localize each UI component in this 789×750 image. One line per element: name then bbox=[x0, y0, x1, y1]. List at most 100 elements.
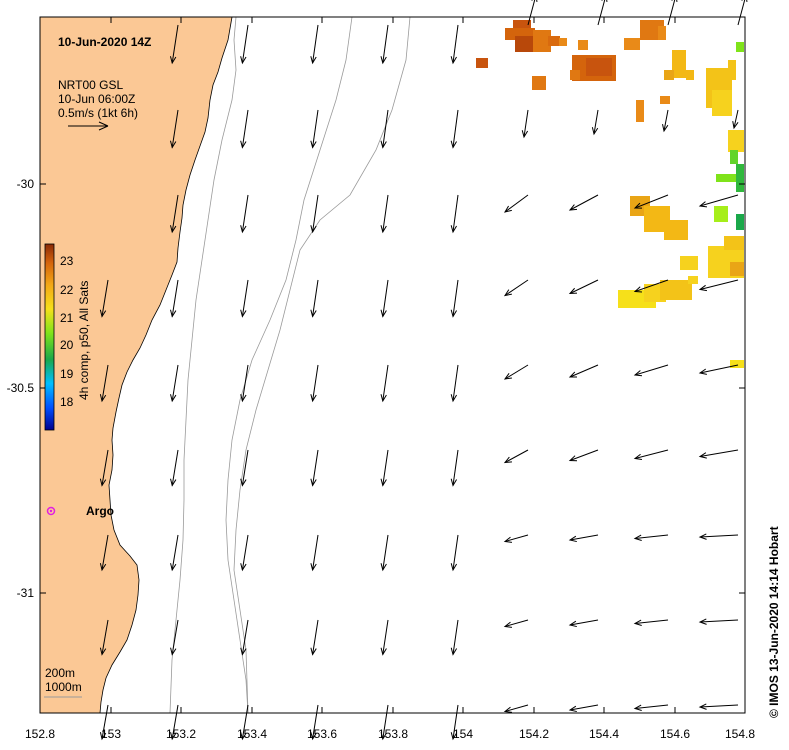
current-arrow-head bbox=[503, 621, 513, 628]
sst-patch-east bbox=[618, 196, 744, 368]
current-arrow bbox=[452, 24, 459, 64]
current-arrow-head bbox=[240, 563, 247, 572]
current-arrow bbox=[101, 279, 109, 317]
current-arrow-head bbox=[568, 535, 577, 543]
current-arrow-head bbox=[99, 478, 107, 487]
x-tick-label: 154.6 bbox=[660, 727, 690, 741]
current-arrow bbox=[382, 534, 389, 571]
current-arrow bbox=[241, 364, 249, 402]
current-arrow bbox=[634, 619, 669, 624]
current-arrow bbox=[569, 534, 599, 541]
current-arrow-head bbox=[380, 309, 387, 318]
legend-time: 10-Jun 06:00Z bbox=[58, 92, 135, 106]
current-arrow bbox=[699, 704, 739, 708]
current-arrow bbox=[504, 449, 529, 463]
current-arrow bbox=[452, 279, 459, 317]
current-arrow-head bbox=[170, 225, 177, 234]
current-arrow bbox=[382, 619, 389, 655]
current-arrow-head bbox=[169, 56, 177, 65]
current-arrow-head bbox=[310, 309, 317, 318]
current-arrow-head bbox=[99, 647, 107, 656]
current-arrow-head bbox=[503, 205, 512, 213]
current-arrow bbox=[101, 704, 109, 740]
current-arrow bbox=[452, 704, 459, 740]
current-vectors bbox=[99, 0, 748, 741]
current-arrow bbox=[382, 24, 389, 64]
current-arrow bbox=[312, 279, 319, 317]
current-arrow bbox=[171, 449, 179, 486]
current-arrow-head bbox=[450, 56, 457, 65]
current-arrow-head bbox=[240, 647, 247, 656]
current-arrow-head bbox=[450, 478, 458, 487]
current-arrow-head bbox=[380, 647, 387, 656]
current-arrow bbox=[101, 449, 109, 486]
current-arrow bbox=[101, 619, 109, 655]
current-arrow-head bbox=[503, 289, 512, 297]
x-tick-label: 153.2 bbox=[166, 727, 196, 741]
legend-source: NRT00 GSL bbox=[58, 78, 123, 92]
current-arrow bbox=[504, 619, 529, 627]
current-arrow-head bbox=[450, 394, 458, 403]
y-axis-labels: -30 -30.5 -31 bbox=[7, 177, 35, 600]
current-arrow bbox=[241, 704, 249, 740]
current-arrow bbox=[699, 364, 739, 374]
current-arrow bbox=[241, 24, 249, 64]
current-arrow-head bbox=[99, 732, 107, 741]
current-arrow-head bbox=[568, 371, 578, 378]
current-arrow-head bbox=[521, 130, 529, 139]
current-arrow bbox=[241, 279, 249, 317]
isobath-label-200m: 200m bbox=[45, 666, 75, 680]
current-arrow-head bbox=[503, 536, 513, 543]
current-arrow-head bbox=[240, 56, 247, 65]
y-tick-label: -30 bbox=[17, 177, 35, 191]
current-arrow-head bbox=[310, 225, 317, 234]
current-arrow-head bbox=[99, 394, 107, 403]
current-arrow bbox=[452, 534, 459, 571]
current-arrow-head bbox=[568, 204, 578, 211]
current-arrow-head bbox=[698, 618, 707, 625]
current-arrow-head bbox=[380, 140, 387, 149]
current-arrow-head bbox=[633, 286, 643, 293]
current-arrow bbox=[504, 194, 529, 213]
current-arrow bbox=[241, 109, 249, 148]
current-arrow-head bbox=[380, 225, 387, 234]
current-arrow bbox=[569, 364, 599, 378]
current-arrow bbox=[452, 619, 459, 655]
current-arrow-head bbox=[310, 732, 317, 741]
current-arrow bbox=[312, 619, 319, 655]
current-arrow bbox=[634, 194, 669, 209]
current-arrow-head bbox=[240, 394, 247, 403]
current-arrow-head bbox=[591, 127, 599, 136]
x-tick-label: 154.4 bbox=[589, 727, 619, 741]
current-arrow bbox=[569, 194, 599, 211]
current-arrow-head bbox=[698, 703, 707, 710]
current-arrow bbox=[733, 109, 739, 129]
current-arrow bbox=[699, 534, 739, 538]
current-arrow bbox=[504, 704, 529, 712]
x-tick-label: 154.2 bbox=[519, 727, 549, 741]
current-arrow bbox=[171, 704, 179, 740]
current-arrow-head bbox=[568, 455, 578, 462]
current-arrow bbox=[312, 449, 319, 486]
sst-patch-north bbox=[476, 20, 744, 230]
current-arrow-head bbox=[732, 121, 739, 130]
current-arrow-head bbox=[503, 373, 512, 380]
current-arrow bbox=[171, 279, 179, 317]
current-arrow-head bbox=[240, 140, 247, 149]
current-arrow bbox=[634, 364, 669, 376]
current-arrow bbox=[382, 704, 389, 740]
credit-text: © IMOS 13-Jun-2020 14:14 Hobart bbox=[767, 526, 781, 718]
current-arrow-head bbox=[310, 563, 317, 572]
x-tick-label: 152.8 bbox=[25, 727, 55, 741]
isobath-200m bbox=[169, 16, 237, 714]
current-arrow-head bbox=[310, 394, 317, 403]
current-arrow-head bbox=[310, 647, 317, 656]
sst-colorbar: 23 22 21 20 19 18 4h comp, p50, All Sats bbox=[44, 243, 91, 431]
current-arrow bbox=[241, 194, 249, 233]
current-arrow-head bbox=[310, 56, 317, 65]
current-arrow-head bbox=[568, 705, 577, 713]
current-arrow bbox=[171, 194, 179, 233]
current-arrow bbox=[452, 364, 459, 402]
axis-ticks bbox=[39, 17, 746, 713]
coastline-land bbox=[39, 16, 233, 714]
